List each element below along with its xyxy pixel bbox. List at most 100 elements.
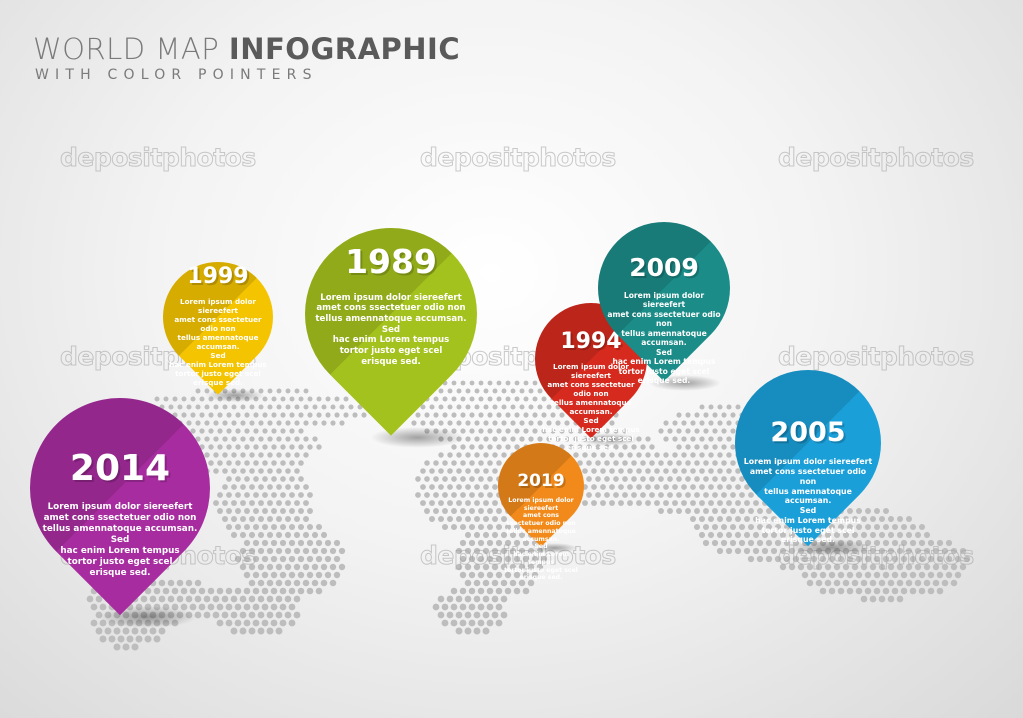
- map-dot: [591, 468, 597, 474]
- map-dot: [257, 547, 265, 555]
- pointer-description-line: hac enim Lorem tempus: [332, 335, 450, 346]
- map-dot: [900, 571, 908, 579]
- map-dot: [315, 523, 323, 531]
- map-dot: [681, 452, 687, 458]
- pointer-description: Lorem ipsum dolor siereefert amet cons ss…: [735, 457, 881, 545]
- map-dot: [473, 627, 481, 635]
- map-dot: [600, 484, 606, 490]
- map-dot: [333, 539, 341, 547]
- map-dot: [478, 396, 484, 402]
- map-dot: [293, 611, 301, 619]
- map-dot: [459, 539, 467, 547]
- map-dot: [487, 396, 493, 402]
- map-dot: [258, 420, 264, 426]
- map-dot: [231, 468, 237, 474]
- map-dot: [288, 619, 296, 627]
- pointer-year: 1989: [345, 242, 437, 281]
- map-dot: [896, 563, 904, 571]
- map-dot: [654, 452, 660, 458]
- map-dot: [504, 523, 512, 531]
- map-dot: [285, 420, 291, 426]
- map-dot: [486, 587, 494, 595]
- map-dot: [240, 484, 246, 490]
- map-dot: [806, 547, 814, 555]
- map-dot: [267, 388, 273, 394]
- map-dot: [564, 420, 570, 426]
- map-dot: [284, 579, 292, 587]
- map-dot: [261, 523, 269, 531]
- map-dot: [451, 428, 457, 434]
- map-dot: [446, 611, 454, 619]
- map-dot: [459, 603, 467, 611]
- map-dot: [162, 619, 170, 627]
- pointer-description-line: Lorem ipsum dolor siereefert: [47, 501, 193, 512]
- map-dot: [280, 460, 286, 466]
- map-dot: [622, 476, 628, 482]
- map-dot: [752, 531, 760, 539]
- map-dot: [108, 619, 116, 627]
- map-dot: [676, 428, 682, 434]
- map-dot: [941, 563, 949, 571]
- map-dot: [438, 500, 444, 506]
- map-dot: [275, 531, 283, 539]
- map-dot: [891, 571, 899, 579]
- map-dot: [483, 452, 489, 458]
- map-dot: [721, 428, 727, 434]
- map-dot: [303, 404, 309, 410]
- map-dot: [446, 595, 454, 603]
- pointer-description-line: tellus amennatoque accumsan.: [315, 314, 467, 325]
- map-dot: [720, 523, 728, 531]
- map-dot: [276, 468, 282, 474]
- map-dot: [855, 587, 863, 595]
- map-dot: [465, 404, 471, 410]
- map-dot: [306, 571, 314, 579]
- map-dot: [482, 627, 490, 635]
- map-dot: [730, 492, 736, 498]
- map-dot: [636, 436, 642, 442]
- map-dot: [185, 595, 193, 603]
- map-dot: [495, 571, 503, 579]
- map-dot: [510, 388, 516, 394]
- map-dot: [249, 500, 255, 506]
- map-dot: [334, 412, 340, 418]
- map-dot: [325, 396, 331, 402]
- map-dot: [477, 523, 485, 531]
- map-dot: [239, 595, 247, 603]
- map-dot: [923, 531, 931, 539]
- map-dot: [694, 412, 700, 418]
- map-dot: [478, 508, 484, 514]
- map-dot: [531, 571, 539, 579]
- map-dot: [437, 595, 445, 603]
- map-dot: [586, 492, 592, 498]
- map-dot: [203, 595, 211, 603]
- map-dot: [307, 492, 313, 498]
- map-dot: [231, 404, 237, 410]
- map-dot: [153, 603, 161, 611]
- map-dot: [577, 428, 583, 434]
- map-dot: [873, 539, 881, 547]
- map-dot: [492, 500, 498, 506]
- map-dot: [806, 563, 814, 571]
- map-dot: [307, 444, 313, 450]
- map-dot: [294, 420, 300, 426]
- map-dot: [752, 547, 760, 555]
- map-dot: [297, 555, 305, 563]
- map-dot: [298, 476, 304, 482]
- map-dot: [717, 436, 723, 442]
- map-dot: [600, 500, 606, 506]
- map-dot: [735, 500, 741, 506]
- map-dot: [460, 396, 466, 402]
- map-dot: [216, 603, 224, 611]
- map-dot: [900, 523, 908, 531]
- map-dot: [285, 500, 291, 506]
- map-dot: [887, 547, 895, 555]
- map-dot: [522, 571, 530, 579]
- map-dot: [860, 563, 868, 571]
- pointer-description-line: Lorem ipsum dolor siereefert: [508, 496, 574, 512]
- map-dot: [495, 539, 503, 547]
- map-dot: [465, 420, 471, 426]
- map-dot: [450, 587, 458, 595]
- map-dot: [167, 595, 175, 603]
- map-dot: [815, 547, 823, 555]
- map-dot: [243, 539, 251, 547]
